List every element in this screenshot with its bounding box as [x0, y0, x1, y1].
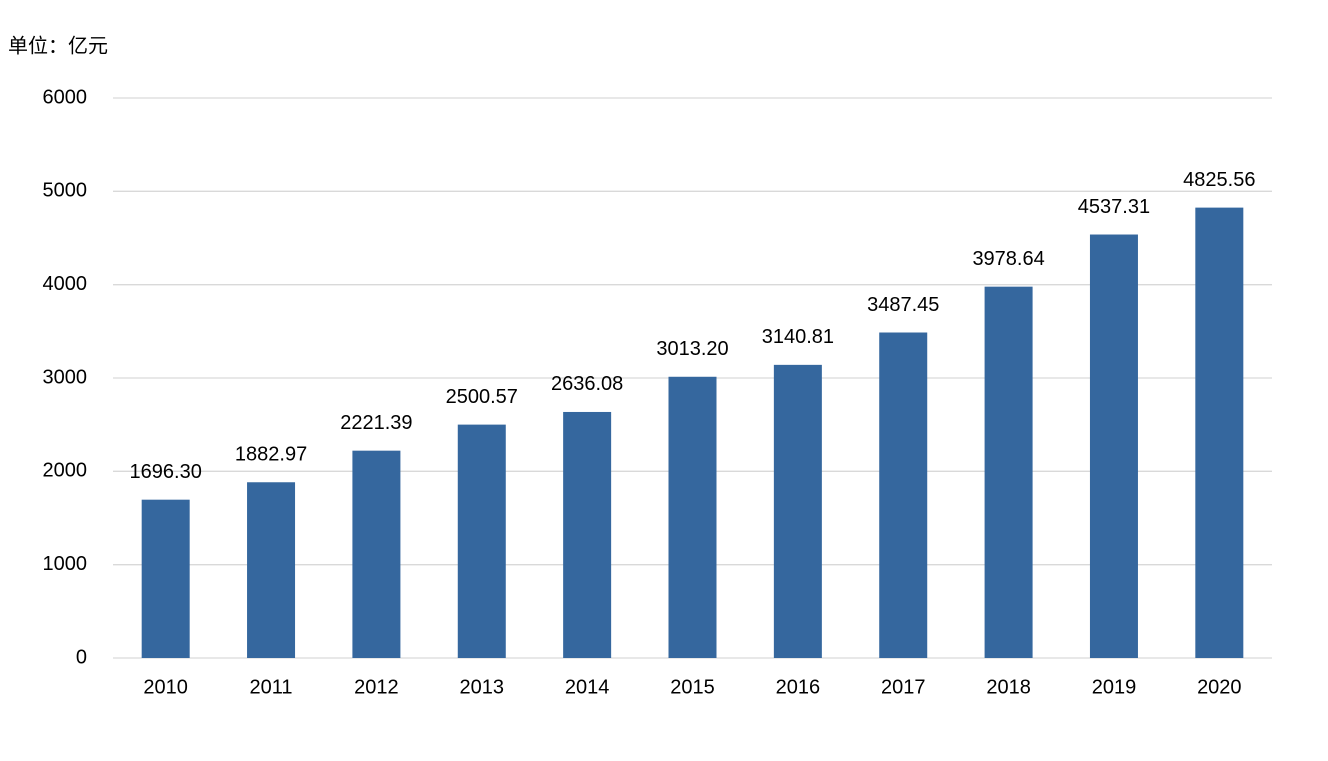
value-label: 1882.97 — [235, 444, 307, 466]
bar — [352, 450, 401, 658]
value-label: 1696.30 — [130, 461, 202, 483]
value-label: 4825.56 — [1183, 169, 1255, 191]
value-label: 2221.39 — [340, 412, 412, 434]
x-tick-label: 2012 — [354, 676, 399, 698]
x-tick-label: 2016 — [776, 676, 821, 698]
x-tick-label: 2013 — [460, 676, 505, 698]
value-label: 3013.20 — [656, 338, 728, 360]
x-tick-label: 2011 — [250, 676, 293, 698]
y-tick-label: 2000 — [43, 460, 88, 482]
bar — [1195, 207, 1244, 659]
unit-label: 单位：亿元 — [8, 34, 108, 57]
value-label: 2500.57 — [446, 386, 518, 408]
x-tick-label: 2017 — [881, 676, 926, 698]
x-tick-label: 2015 — [670, 676, 715, 698]
bar — [879, 332, 928, 658]
y-tick-label: 1000 — [43, 553, 88, 575]
y-tick-label: 6000 — [43, 86, 88, 108]
x-tick-label: 2010 — [143, 676, 188, 698]
y-tick-label: 4000 — [43, 273, 88, 295]
bar — [563, 411, 612, 658]
bar — [141, 499, 190, 658]
x-tick-label: 2014 — [565, 676, 610, 698]
bar — [984, 286, 1033, 658]
value-label: 3140.81 — [762, 326, 834, 348]
value-label: 3978.64 — [972, 248, 1044, 270]
bar — [457, 424, 506, 658]
value-label: 3487.45 — [867, 294, 939, 316]
x-tick-label: 2018 — [986, 676, 1031, 698]
bar — [668, 376, 717, 658]
y-tick-label: 5000 — [43, 180, 88, 202]
y-tick-label: 3000 — [43, 366, 88, 388]
bar — [247, 482, 296, 658]
x-tick-label: 2019 — [1092, 676, 1137, 698]
value-label: 4537.31 — [1078, 196, 1150, 218]
y-tick-label: 0 — [76, 646, 87, 668]
bar — [773, 364, 822, 658]
x-tick-label: 2020 — [1197, 676, 1242, 698]
bar — [1089, 234, 1138, 658]
value-label: 2636.08 — [551, 373, 623, 395]
